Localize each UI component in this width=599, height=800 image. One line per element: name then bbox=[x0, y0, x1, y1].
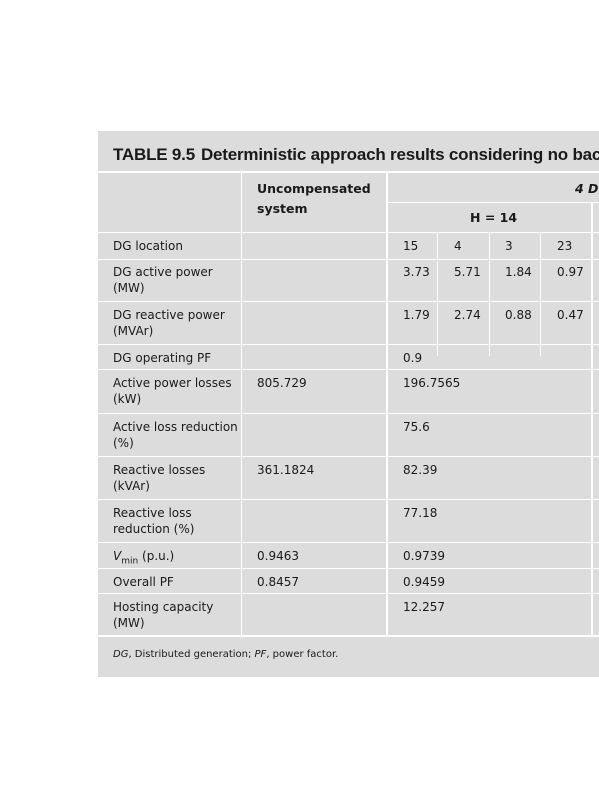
table-cell: 1.79 bbox=[403, 308, 430, 322]
table-cell: 75.6 bbox=[403, 420, 430, 434]
row-divider bbox=[98, 232, 599, 233]
row-label-dg-location: DG location bbox=[113, 239, 183, 253]
row-label-reactive-losses: Reactive losses (kVAr) bbox=[113, 463, 206, 493]
table-title: Deterministic approach results consideri… bbox=[200, 145, 599, 164]
row-label-dg-active-power: DG active power (MW) bbox=[113, 265, 213, 295]
row-label-reactive-loss-reduction: Reactive loss reduction (%) bbox=[113, 506, 195, 536]
table-cell: 0.88 bbox=[505, 308, 532, 322]
row-label-vmin: Vmin (p.u.) bbox=[113, 548, 238, 569]
row-label-active-power-losses: Active power losses (kW) bbox=[113, 376, 232, 406]
table-label: TABLE 9.5 bbox=[113, 145, 195, 164]
col-divider bbox=[437, 233, 438, 356]
top-rule bbox=[98, 171, 599, 173]
row-divider bbox=[98, 542, 599, 543]
table-cell: 1.84 bbox=[505, 265, 532, 279]
row-divider bbox=[98, 259, 599, 260]
col-divider bbox=[241, 173, 242, 635]
table-cell: 196.7565 bbox=[403, 376, 461, 390]
col-divider bbox=[591, 203, 593, 635]
table-cell-uncompensated: 805.729 bbox=[257, 376, 307, 390]
footnote-text: , power factor. bbox=[266, 649, 339, 660]
row-label-active-loss-reduction: Active loss reduction (%) bbox=[113, 420, 238, 450]
row-divider bbox=[98, 499, 599, 500]
row-divider bbox=[98, 413, 599, 414]
footnote-text: , Distributed generation; bbox=[128, 649, 255, 660]
row-label-overall-pf: Overall PF bbox=[113, 575, 174, 589]
col-divider bbox=[489, 233, 490, 356]
table-cell: 77.18 bbox=[403, 506, 438, 520]
row-divider bbox=[387, 202, 599, 203]
vmin-subscript: min bbox=[121, 556, 139, 567]
table-cell: 5.71 bbox=[454, 265, 481, 279]
table-cell: 23 bbox=[557, 239, 573, 253]
table-cell: 2.74 bbox=[454, 308, 481, 322]
table-cell: 0.47 bbox=[557, 308, 584, 322]
table-cell: 3.73 bbox=[403, 265, 430, 279]
row-label-hosting-capacity: Hosting capacity (MW) bbox=[113, 600, 214, 630]
footnote-abbr: DG bbox=[113, 649, 129, 660]
col-divider bbox=[540, 233, 541, 356]
table-cell: 0.9459 bbox=[403, 575, 445, 589]
row-divider bbox=[98, 344, 599, 345]
table-cell: 82.39 bbox=[403, 463, 438, 477]
table-cell: 4 bbox=[454, 239, 462, 253]
table-cell-uncompensated: 0.8457 bbox=[257, 575, 299, 589]
header-uncompensated: Uncompensated system bbox=[257, 181, 371, 216]
table-footnote: DG, Distributed generation; PF, power fa… bbox=[113, 649, 338, 660]
table-panel: TABLE 9.5 Deterministic approach results … bbox=[98, 131, 599, 677]
row-label-dg-operating-pf: DG operating PF bbox=[113, 351, 212, 365]
vmin-symbol: V bbox=[113, 549, 122, 563]
table-cell-uncompensated: 0.9463 bbox=[257, 549, 299, 563]
footnote-abbr: PF bbox=[254, 649, 267, 660]
table-cell: 0.9739 bbox=[403, 549, 445, 563]
row-divider bbox=[98, 593, 599, 594]
table-cell: 0.9 bbox=[403, 351, 423, 365]
row-divider bbox=[98, 369, 599, 370]
table-caption: TABLE 9.5 Deterministic approach results … bbox=[113, 145, 599, 165]
bottom-rule bbox=[98, 635, 599, 637]
table-cell: 0.97 bbox=[557, 265, 584, 279]
col-divider bbox=[386, 173, 388, 635]
row-label-dg-reactive-power: DG reactive power (MVAr) bbox=[113, 308, 225, 338]
row-divider bbox=[98, 456, 599, 457]
vmin-unit: (p.u.) bbox=[138, 549, 175, 563]
header-h: H = 14 bbox=[470, 210, 518, 225]
table-cell-uncompensated: 361.1824 bbox=[257, 463, 315, 477]
row-divider bbox=[98, 568, 599, 569]
table-cell: 15 bbox=[403, 239, 419, 253]
header-group: 4 D bbox=[575, 181, 599, 196]
table-cell: 12.257 bbox=[403, 600, 445, 614]
row-divider bbox=[98, 301, 599, 302]
table-cell: 3 bbox=[505, 239, 513, 253]
